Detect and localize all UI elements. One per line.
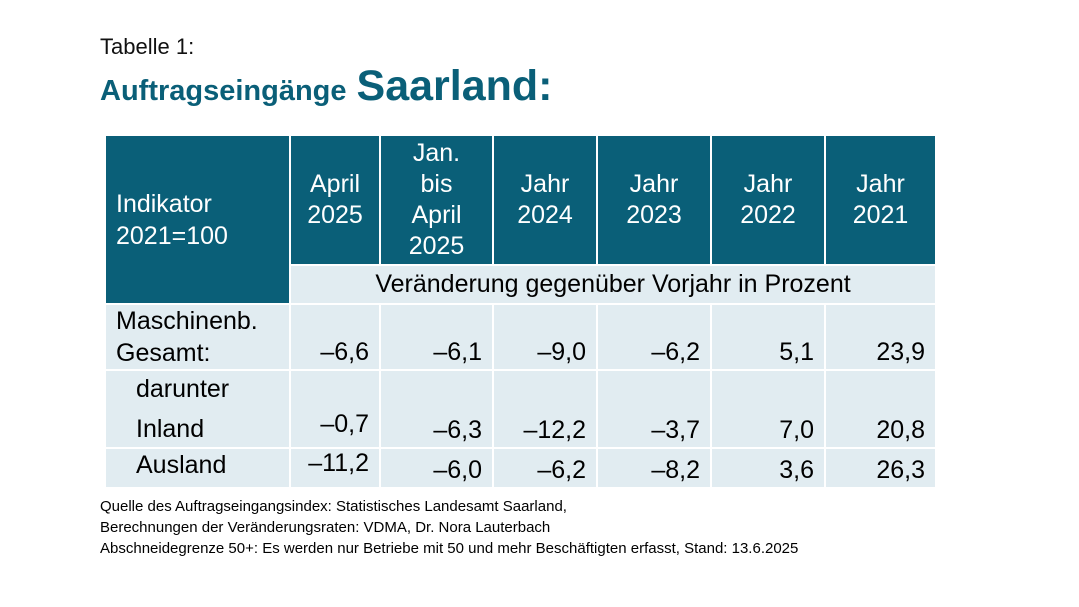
table-cell: –11,2 [289,447,381,489]
header-text: Jahr [743,170,793,198]
table-cell: –6,0 [379,447,494,489]
header-jahr-2021: Jahr 2021 [824,134,937,266]
table-cell: 7,0 [710,369,826,449]
header-text: 2025 [307,201,363,229]
header-text: 2023 [626,201,682,229]
table-caption: Tabelle 1: [100,34,195,59]
table-cell: –9,0 [492,303,598,371]
table-row: Maschinenb. Gesamt: –6,6 –6,1 –9,0 –6,2 … [104,303,937,371]
source-note: Quelle des Auftragseingangsindex: Statis… [100,496,798,559]
header-text: 2025 [408,232,465,260]
row-label-line: Inland [136,415,205,443]
header-jahr-2024: Jahr 2024 [492,134,598,266]
table-cell: –6,1 [379,303,494,371]
source-line: Berechnungen der Veränderungsraten: VDMA… [100,519,551,536]
header-indicator: Indikator 2021=100 [104,134,291,305]
header-text: Jahr [629,170,679,198]
table-cell: 23,9 [824,303,937,371]
header-text: Jahr [856,170,905,198]
page-title: Auftragseingänge Saarland: [100,62,553,111]
title-subject: Auftragseingänge [100,75,347,107]
row-label: Maschinenb. Gesamt: [104,303,291,371]
table-row: darunter Inland –0,7 –6,3 –12,2 –3,7 7,0… [104,369,937,449]
header-text: 2024 [517,201,573,229]
table-cell: –6,2 [596,303,712,371]
table-cell: 20,8 [824,369,937,449]
header-jahr-2022: Jahr 2022 [710,134,826,266]
indicator-line-1: Indikator [116,189,212,218]
header-text: bis [420,170,453,198]
table-cell: –6,3 [379,369,494,449]
table-cell: –3,7 [596,369,712,449]
header-text: Jahr [520,170,570,198]
title-region: Saarland: [356,62,553,110]
source-line: Quelle des Auftragseingangsindex: Statis… [100,498,567,515]
header-text: April [411,201,462,229]
orders-table: Indikator 2021=100 April 2025 Jan. bis A… [104,134,937,489]
row-label-line: darunter [136,375,230,403]
table-cell: –6,2 [492,447,598,489]
header-text: April [309,170,360,198]
table-cell: –12,2 [492,369,598,449]
table-row: Ausland –11,2 –6,0 –6,2 –8,2 3,6 26,3 [104,447,937,489]
table-cell: –8,2 [596,447,712,489]
indicator-line-2: 2021=100 [116,221,228,250]
table-cell: –6,6 [289,303,381,371]
table-cell: 26,3 [824,447,937,489]
header-jahr-2023: Jahr 2023 [596,134,712,266]
row-label-line: Maschinenb. [116,307,258,335]
table-cell: 5,1 [710,303,826,371]
header-jan-april-2025: Jan. bis April 2025 [379,134,494,266]
subheader-change-rate: Veränderung gegenüber Vorjahr in Prozent [289,264,937,305]
row-label-line: Gesamt: [116,339,211,367]
table-cell: –0,7 [289,369,381,449]
source-line: Abschneidegrenze 50+: Es werden nur Betr… [100,540,799,557]
header-text: 2021 [852,201,909,229]
header-text: Jan. [412,139,461,167]
header-april-2025: April 2025 [289,134,381,266]
row-label: darunter Inland [104,369,291,449]
header-text: 2022 [740,201,796,229]
row-label: Ausland [104,447,291,489]
table-cell: 3,6 [710,447,826,489]
row-label-line: Ausland [136,451,227,479]
